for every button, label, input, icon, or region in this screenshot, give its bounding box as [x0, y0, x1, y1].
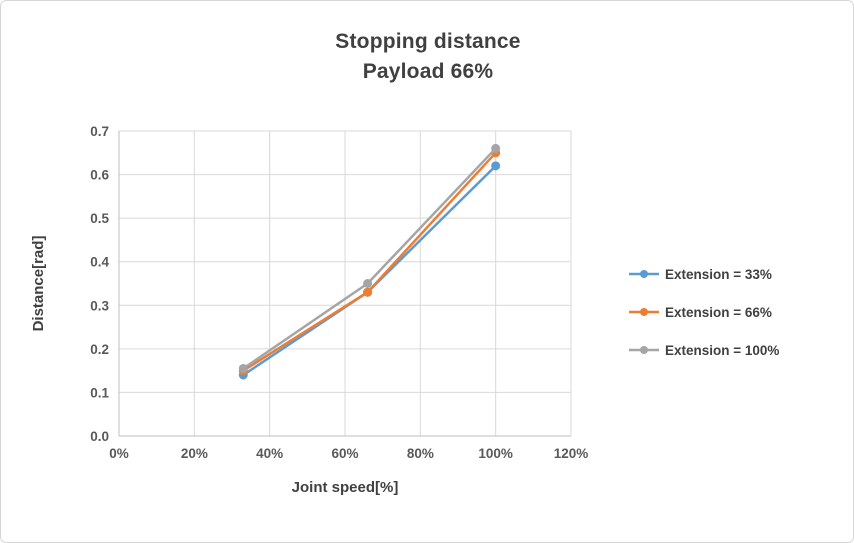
- legend-marker-series-3: [629, 346, 659, 354]
- y-tick-label: 0.6: [90, 168, 109, 183]
- data-point-marker-series-3: [491, 143, 501, 153]
- x-axis-title: Joint speed[%]: [292, 479, 399, 496]
- legend-dot: [640, 308, 648, 316]
- legend-label-series-2: Extension = 66%: [665, 304, 772, 320]
- y-tick-label: 0.7: [90, 124, 109, 139]
- legend-marker-series-2: [629, 308, 659, 316]
- data-point-marker-series-1: [491, 161, 501, 171]
- chart-title-line1: Stopping distance: [335, 30, 521, 53]
- chart-title: Stopping distance Payload 66%: [1, 27, 853, 87]
- y-axis-title: Distance[rad]: [30, 236, 47, 332]
- y-tick-label: 0.0: [90, 429, 109, 444]
- series-line-3: [242, 147, 497, 370]
- legend-item: Extension = 100%: [629, 339, 779, 361]
- y-tick-label: 0.3: [90, 298, 109, 313]
- legend-dot: [640, 270, 648, 278]
- legend-dot: [640, 346, 648, 354]
- x-tick-label: 60%: [331, 446, 358, 461]
- legend-item: Extension = 66%: [629, 301, 779, 323]
- x-tick-label: 120%: [554, 446, 589, 461]
- legend-label-series-1: Extension = 33%: [665, 266, 772, 282]
- y-tick-label: 0.5: [90, 211, 109, 226]
- legend-item: Extension = 33%: [629, 263, 779, 285]
- y-tick-label: 0.4: [90, 255, 109, 270]
- legend-marker-series-1: [629, 270, 659, 278]
- legend-label-series-3: Extension = 100%: [665, 342, 780, 358]
- data-point-marker-series-3: [363, 279, 373, 288]
- chart-legend: Extension = 33% Extension = 66% Extensio…: [629, 263, 779, 361]
- y-tick-label: 0.2: [90, 342, 109, 357]
- x-tick-label: 0%: [109, 446, 129, 461]
- x-tick-label: 20%: [181, 446, 208, 461]
- x-tick-label: 40%: [256, 446, 283, 461]
- x-tick-label: 100%: [478, 446, 513, 461]
- x-tick-label: 80%: [407, 446, 434, 461]
- chart-title-line2: Payload 66%: [362, 60, 494, 83]
- y-tick-label: 0.1: [90, 385, 109, 400]
- data-point-marker-series-3: [238, 363, 248, 373]
- data-point-marker-series-2: [363, 287, 373, 297]
